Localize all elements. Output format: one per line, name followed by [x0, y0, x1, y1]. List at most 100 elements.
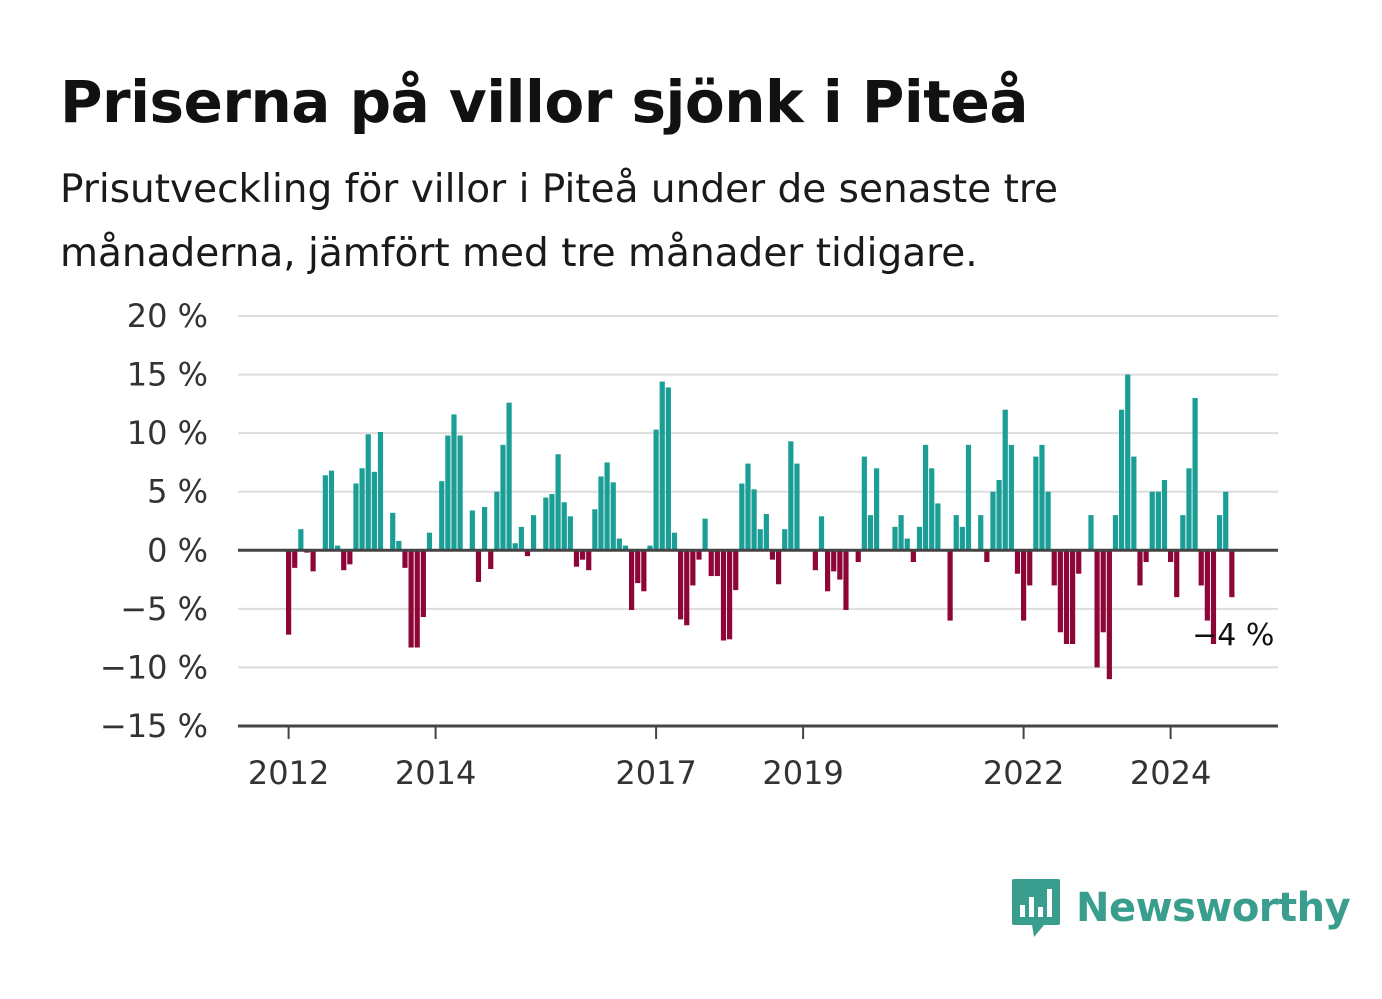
- bar: [727, 550, 733, 640]
- bar: [543, 497, 549, 551]
- bar: [506, 402, 512, 551]
- bar: [702, 518, 708, 551]
- bar: [322, 475, 328, 551]
- bar: [555, 454, 561, 551]
- bar: [1186, 468, 1192, 551]
- bar: [610, 482, 616, 551]
- bar: [696, 550, 702, 560]
- bar: [592, 509, 598, 551]
- x-tick-label: 2022: [983, 754, 1064, 792]
- bar: [935, 503, 941, 551]
- bar: [629, 550, 635, 611]
- bar: [561, 502, 567, 551]
- bar: [684, 550, 690, 626]
- bar: [769, 550, 776, 560]
- bar: [598, 476, 604, 551]
- bar: [390, 512, 396, 551]
- y-tick-label: −15 %: [100, 707, 208, 745]
- y-tick-label: −5 %: [120, 590, 208, 628]
- bar: [328, 470, 335, 551]
- bar: [910, 550, 916, 562]
- y-tick-label: 0 %: [147, 531, 208, 569]
- bar: [1045, 491, 1051, 551]
- y-tick-label: −10 %: [100, 648, 208, 686]
- bar: [1155, 491, 1161, 551]
- bar: [549, 494, 555, 551]
- bar: [959, 526, 965, 551]
- bar: [1027, 550, 1033, 586]
- bar: [763, 513, 769, 551]
- bar: [1008, 444, 1014, 551]
- bars: [286, 374, 1235, 680]
- bar: [1223, 491, 1229, 551]
- bar: [812, 550, 818, 571]
- bar: [475, 550, 482, 582]
- bar: [708, 550, 714, 577]
- bar: [500, 444, 506, 551]
- bar: [359, 468, 365, 551]
- x-tick-label: 2012: [248, 754, 329, 792]
- bar: [965, 444, 972, 551]
- bar: [524, 550, 531, 557]
- bar: [1063, 550, 1070, 644]
- bar: [641, 550, 647, 592]
- bar: [1149, 491, 1155, 551]
- brand-logo: Newsworthy: [1010, 876, 1351, 940]
- y-axis-ticks: −15 % −10 % −5 % 0 % 5 % 10 % 15 % 20 %: [100, 297, 208, 745]
- bar: [1174, 550, 1180, 598]
- bar: [867, 515, 874, 551]
- bar: [635, 550, 641, 584]
- bar: [678, 550, 684, 620]
- bar: [1094, 550, 1100, 668]
- bar: [445, 435, 451, 551]
- bar: [1229, 550, 1235, 598]
- bar: [488, 550, 494, 570]
- bar: [1137, 550, 1143, 586]
- bar: [457, 435, 463, 551]
- bar: [408, 550, 414, 648]
- bar: [1198, 550, 1204, 586]
- y-tick-label: 5 %: [147, 473, 208, 511]
- bar: [494, 491, 500, 551]
- y-tick-label: 15 %: [127, 356, 208, 394]
- chart-title: Priserna på villor sjönk i Piteå: [60, 68, 1029, 136]
- bar: [1033, 456, 1039, 551]
- bar: [1168, 550, 1174, 562]
- bar: [292, 550, 298, 568]
- bar: [739, 483, 745, 551]
- bar: [978, 515, 984, 551]
- bar: [616, 538, 622, 551]
- bar: [1112, 515, 1119, 551]
- bar: [371, 471, 377, 551]
- bar: [904, 538, 910, 551]
- bar: [898, 515, 904, 551]
- bar: [714, 550, 720, 577]
- bar: [892, 526, 898, 551]
- bar: [1180, 515, 1186, 551]
- bar: [439, 481, 445, 551]
- bar: [1076, 550, 1082, 574]
- bar: [818, 516, 825, 551]
- bar: [1088, 515, 1094, 551]
- bar: [843, 550, 849, 611]
- bar: [1014, 550, 1021, 574]
- bar: [604, 462, 610, 551]
- bar: [665, 387, 671, 551]
- bar: [653, 429, 659, 551]
- bar: [984, 550, 990, 562]
- x-axis-ticks: 2012 2014 2017 2019 2022 2024: [248, 726, 1211, 792]
- bar: [671, 532, 678, 551]
- bar: [310, 550, 316, 572]
- last-value-label: −4 %: [1192, 618, 1274, 653]
- bar: [855, 550, 861, 562]
- bar: [1192, 398, 1198, 551]
- bar: [874, 468, 880, 551]
- bar: [659, 381, 665, 551]
- bar: [286, 550, 292, 635]
- x-tick-label: 2024: [1130, 754, 1211, 792]
- bar: [757, 529, 763, 551]
- bar: [353, 483, 359, 551]
- bar: [751, 489, 757, 551]
- bar: [414, 550, 420, 648]
- bar: [1210, 550, 1217, 644]
